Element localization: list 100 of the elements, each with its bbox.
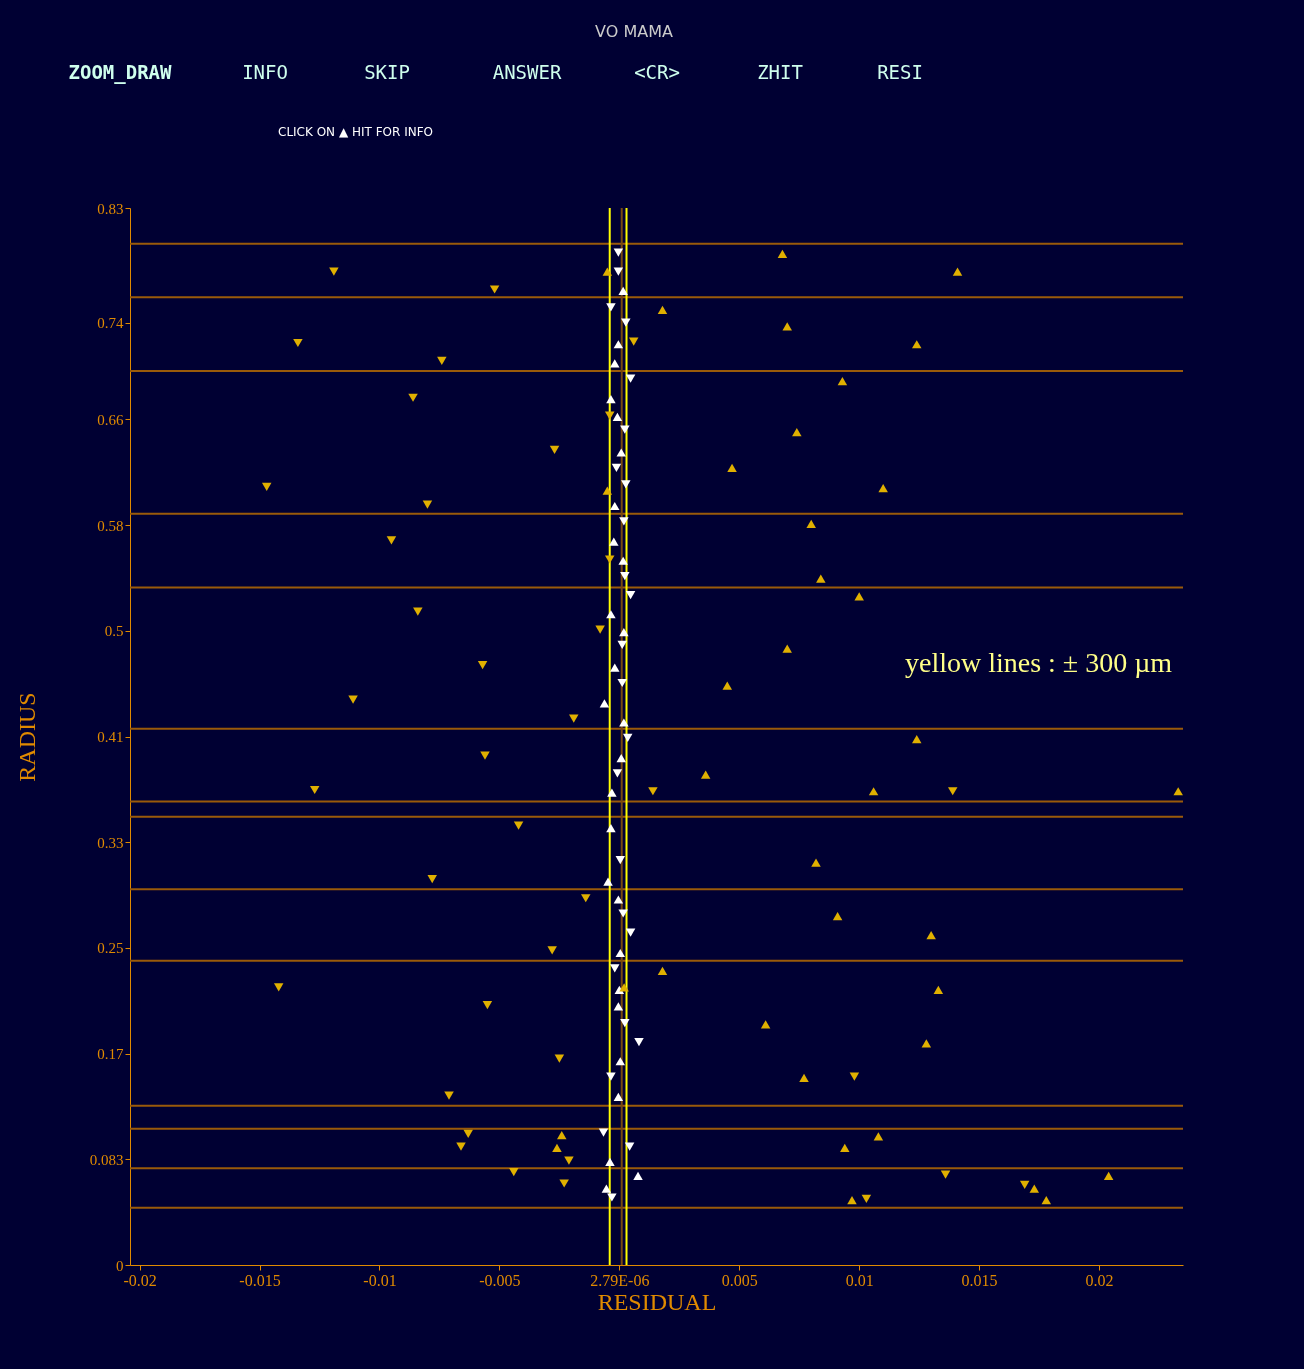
point xyxy=(261,482,272,491)
point xyxy=(840,1143,850,1152)
point xyxy=(618,286,628,295)
point xyxy=(422,500,433,509)
y-axis-title: RADIUS xyxy=(13,692,40,782)
point xyxy=(613,895,624,904)
point xyxy=(727,463,737,472)
point xyxy=(615,948,626,958)
point xyxy=(921,1039,932,1048)
point xyxy=(861,1194,872,1203)
point xyxy=(619,517,629,526)
point xyxy=(606,610,616,619)
point xyxy=(610,663,620,672)
point xyxy=(777,249,788,258)
point xyxy=(816,574,826,583)
point xyxy=(849,1072,860,1081)
x-tick-label: -0.01 xyxy=(363,1271,397,1289)
point xyxy=(602,267,613,276)
text: INFO xyxy=(242,61,288,83)
point xyxy=(595,625,605,634)
point xyxy=(722,681,732,690)
point xyxy=(811,858,821,867)
point xyxy=(947,787,958,796)
point xyxy=(348,695,358,704)
point xyxy=(617,678,627,688)
point xyxy=(598,1128,609,1137)
x-tick-label: 0.02 xyxy=(1085,1271,1114,1289)
text: SKIP xyxy=(364,61,410,83)
point xyxy=(599,699,610,708)
point xyxy=(760,1020,771,1029)
point xyxy=(603,877,613,886)
point xyxy=(1041,1195,1052,1205)
point xyxy=(878,484,888,493)
point xyxy=(489,285,500,294)
text: <CR> xyxy=(634,61,680,83)
text: ANSWER xyxy=(492,61,562,83)
point xyxy=(619,718,629,727)
x-tick-label: 2.79E-06 xyxy=(590,1271,650,1289)
point xyxy=(463,1129,473,1138)
point xyxy=(952,267,963,276)
point xyxy=(613,1092,624,1102)
y-tick-label: 0.17 xyxy=(97,1046,124,1063)
point xyxy=(547,946,557,955)
chart-title: VO MAMA xyxy=(595,22,673,41)
x-tick-label: 0.005 xyxy=(721,1271,758,1289)
point xyxy=(619,627,629,637)
point xyxy=(1019,1180,1030,1189)
point xyxy=(513,821,524,830)
x-tick-label: -0.02 xyxy=(123,1271,157,1289)
point xyxy=(617,640,627,649)
point xyxy=(837,377,848,386)
x-tick-label: 0.01 xyxy=(845,1271,874,1289)
point xyxy=(622,733,633,742)
point xyxy=(559,1179,569,1188)
y-tick-label: 0.33 xyxy=(97,834,124,851)
point xyxy=(602,486,613,495)
point xyxy=(606,394,616,404)
point xyxy=(618,556,628,565)
y-tick-label: 0.083 xyxy=(89,1151,124,1168)
point xyxy=(610,501,620,511)
y-tick-label: 0.66 xyxy=(97,411,124,428)
point xyxy=(620,425,630,434)
x-tick-label: -0.005 xyxy=(479,1271,521,1289)
x-axis-title: RESIDUAL xyxy=(597,1288,717,1315)
point xyxy=(912,734,922,744)
point xyxy=(621,480,631,489)
text: CLICK ON ▲ HIT FOR INFO xyxy=(278,125,434,139)
annotation: yellow lines : ± 300 µm xyxy=(905,647,1173,678)
point xyxy=(604,411,615,420)
point xyxy=(782,322,792,331)
point xyxy=(581,894,591,903)
point xyxy=(625,591,636,600)
point xyxy=(309,785,320,795)
point xyxy=(1173,787,1183,796)
point xyxy=(613,267,624,276)
point xyxy=(613,1002,624,1011)
point xyxy=(620,571,630,581)
point xyxy=(604,555,615,564)
point xyxy=(792,428,802,437)
point xyxy=(610,964,620,973)
point xyxy=(615,855,626,865)
x-tick-label: 0.015 xyxy=(961,1271,998,1289)
y-tick-label: 0.25 xyxy=(97,940,124,957)
point xyxy=(552,1143,562,1152)
text: ZHIT xyxy=(757,61,803,83)
point xyxy=(427,875,437,884)
point xyxy=(606,303,616,312)
point xyxy=(601,1184,612,1193)
y-tick-label: 0.41 xyxy=(97,729,124,745)
point xyxy=(633,1171,643,1180)
point xyxy=(549,445,560,455)
point xyxy=(386,536,397,545)
point xyxy=(912,340,922,349)
point xyxy=(605,1157,615,1166)
point xyxy=(456,1142,466,1151)
text: ZOOM_DRAW xyxy=(68,61,173,84)
point xyxy=(926,931,936,940)
point xyxy=(606,1072,616,1081)
point xyxy=(940,1170,951,1179)
point xyxy=(657,305,668,314)
